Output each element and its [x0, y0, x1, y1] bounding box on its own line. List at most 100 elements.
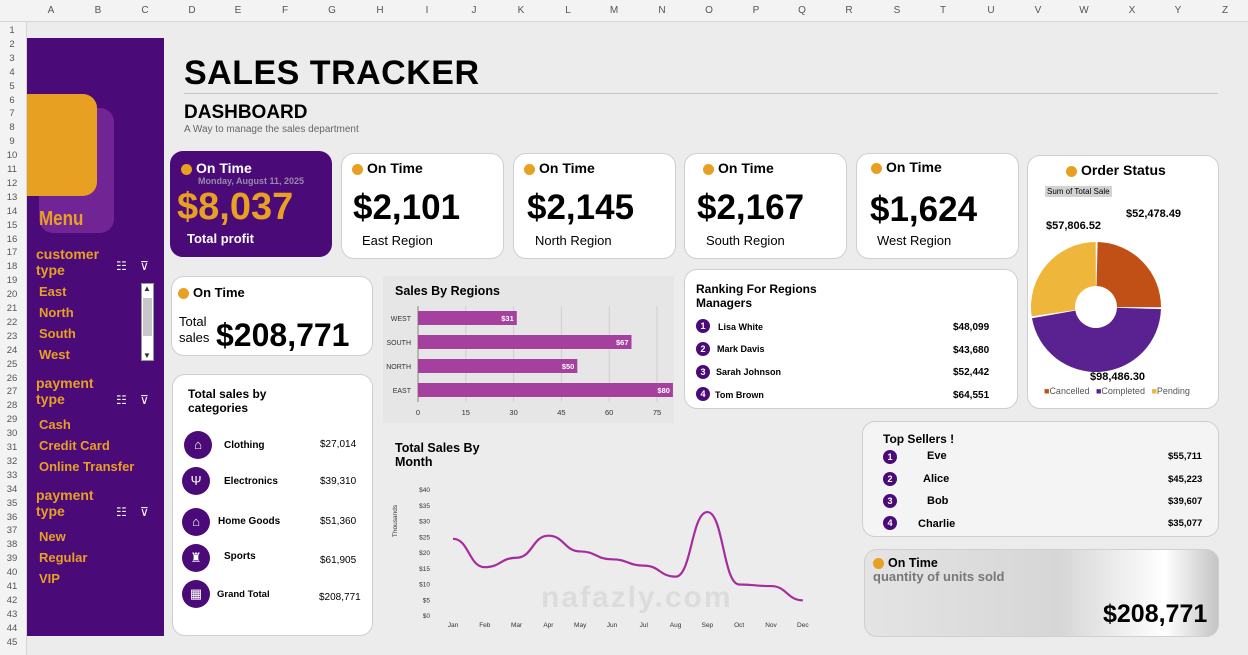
row-header[interactable]: 43	[6, 608, 18, 620]
row-header[interactable]: 11	[7, 164, 17, 175]
row-header[interactable]: 22	[6, 316, 18, 328]
x-tick-label: Aug	[670, 622, 682, 629]
category-name: Sports	[224, 551, 256, 562]
column-headers[interactable]: A B C D E F G H I J K L M N O P Q R S T U V W X Y Z	[0, 0, 1248, 22]
row-header[interactable]: 39	[6, 553, 18, 565]
column-header[interactable]: Z	[1221, 5, 1229, 16]
row-header[interactable]: 32	[6, 455, 18, 467]
multi-select-icon[interactable]: ☷	[116, 505, 127, 519]
row-header[interactable]: 4	[9, 66, 15, 78]
row-header[interactable]: 33	[6, 469, 18, 481]
row-header[interactable]: 28	[6, 400, 18, 412]
column-header[interactable]: I	[425, 5, 429, 16]
column-header[interactable]: R	[845, 5, 853, 16]
row-header[interactable]: 42	[6, 594, 18, 606]
slicer-item-cash[interactable]: Cash	[39, 417, 71, 432]
column-header[interactable]: O	[705, 5, 713, 16]
clear-filter-icon[interactable]: ⊽	[140, 259, 149, 273]
column-header[interactable]: G	[328, 5, 336, 16]
pivot-field-button[interactable]: Sum of Total Sale	[1045, 186, 1112, 197]
row-header[interactable]: 35	[6, 497, 18, 509]
column-header[interactable]: Q	[798, 5, 806, 16]
scroll-up-icon[interactable]: ▲	[143, 284, 151, 293]
multi-select-icon[interactable]: ☷	[116, 393, 127, 407]
column-header[interactable]: W	[1079, 5, 1089, 16]
column-header[interactable]: J	[471, 5, 477, 16]
row-header[interactable]: 10	[6, 150, 18, 162]
row-header[interactable]: 1	[9, 25, 15, 36]
column-header[interactable]: A	[47, 5, 55, 16]
column-header[interactable]: L	[565, 5, 571, 16]
row-header[interactable]: 7	[9, 108, 15, 120]
column-header[interactable]: U	[987, 5, 995, 16]
slicer-item-regular[interactable]: Regular	[39, 550, 88, 565]
row-header[interactable]: 44	[6, 622, 18, 634]
row-header[interactable]: 2	[9, 38, 15, 50]
column-header[interactable]: D	[188, 5, 196, 16]
column-header[interactable]: P	[752, 5, 760, 16]
sales-by-month-chart[interactable]: Total Sales By Month nafazly.com $0 $5 $10…	[383, 433, 834, 635]
row-header[interactable]: 18	[6, 261, 18, 273]
row-header[interactable]: 12	[6, 177, 18, 189]
row-header[interactable]: 36	[6, 511, 18, 523]
row-header[interactable]: 37	[6, 525, 18, 537]
row-header[interactable]: 23	[6, 330, 18, 342]
column-header[interactable]: B	[94, 5, 102, 16]
row-header[interactable]: 27	[6, 386, 18, 398]
column-header[interactable]: V	[1034, 5, 1042, 16]
slicer-item-credit-card[interactable]: Credit Card	[39, 438, 110, 453]
slicer-item-east[interactable]: East	[39, 284, 67, 299]
row-header[interactable]: 3	[9, 52, 15, 64]
row-header[interactable]: 45	[6, 636, 18, 648]
row-header[interactable]: 30	[6, 428, 18, 440]
column-header[interactable]: E	[234, 5, 242, 16]
slicer-item-north[interactable]: North	[39, 305, 74, 320]
slicer-item-vip[interactable]: VIP	[39, 571, 60, 586]
column-header[interactable]: M	[609, 5, 619, 16]
row-header[interactable]: 40	[6, 567, 18, 579]
column-header[interactable]: H	[376, 5, 384, 16]
sales-by-regions-chart[interactable]: Sales By Regions 0 15 30 45 60 75 WEST $31 SOUTH…	[383, 276, 674, 423]
row-header[interactable]: 19	[6, 275, 18, 287]
row-header[interactable]: 26	[6, 372, 18, 384]
slicer-item-south[interactable]: South	[39, 326, 76, 341]
row-header[interactable]: 41	[6, 581, 18, 592]
column-header[interactable]: N	[658, 5, 666, 16]
row-header[interactable]: 31	[6, 442, 18, 453]
scroll-thumb[interactable]	[143, 298, 152, 336]
slicer-item-new[interactable]: New	[39, 529, 66, 544]
scroll-down-icon[interactable]: ▼	[143, 351, 151, 360]
column-header[interactable]: S	[893, 5, 901, 16]
row-header[interactable]: 38	[6, 539, 18, 551]
top-sellers-card: Top Sellers ! 1 Eve $55,711 2 Alice $45,…	[862, 421, 1219, 537]
row-header[interactable]: 25	[6, 358, 18, 370]
row-header[interactable]: 29	[6, 414, 18, 426]
slicer-item-online-transfer[interactable]: Online Transfer	[39, 459, 135, 474]
clear-filter-icon[interactable]: ⊽	[140, 505, 149, 519]
multi-select-icon[interactable]: ☷	[116, 259, 127, 273]
row-header[interactable]: 9	[9, 136, 15, 148]
row-header[interactable]: 8	[9, 122, 15, 134]
column-header[interactable]: C	[141, 5, 149, 16]
row-header[interactable]: 24	[6, 344, 18, 356]
row-header[interactable]: 34	[6, 483, 18, 495]
slicer-item-west[interactable]: West	[39, 347, 70, 362]
slicer-scrollbar[interactable]: ▲ ▼	[141, 283, 154, 361]
clear-filter-icon[interactable]: ⊽	[140, 393, 149, 407]
row-header[interactable]: 15	[6, 219, 18, 231]
row-header[interactable]: 14	[6, 205, 18, 217]
row-header[interactable]: 17	[6, 247, 18, 259]
column-header[interactable]: X	[1128, 5, 1136, 16]
row-header[interactable]: 20	[6, 289, 18, 301]
row-header[interactable]: 13	[6, 191, 18, 203]
column-header[interactable]: K	[517, 5, 525, 16]
pie-slice	[1031, 307, 1161, 372]
row-header[interactable]: 21	[6, 303, 18, 314]
row-header[interactable]: 5	[9, 80, 15, 92]
row-header[interactable]: 6	[9, 94, 15, 106]
column-header[interactable]: F	[281, 5, 289, 16]
column-header[interactable]: T	[939, 5, 947, 16]
column-header[interactable]: Y	[1174, 5, 1182, 16]
row-header[interactable]: 16	[6, 233, 18, 245]
row-headers[interactable]: 1 2 3 4 5 6 7 8 9 10 11 12 13 14 15 16 17 18 19 20 21 22 23 24 2…	[0, 22, 27, 655]
